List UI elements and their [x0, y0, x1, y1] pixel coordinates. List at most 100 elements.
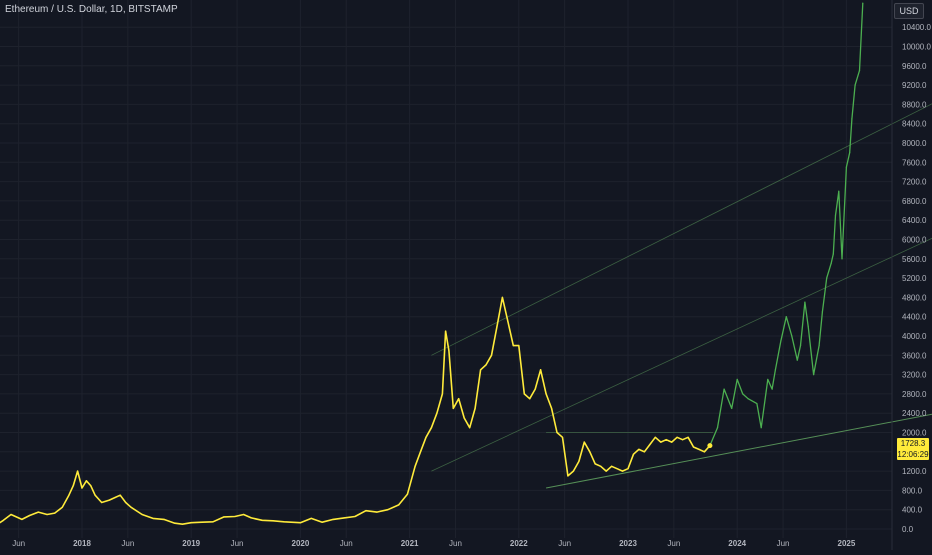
- price-point: [627, 468, 629, 470]
- grid: [0, 0, 892, 538]
- price-point: [589, 451, 591, 453]
- price-point: [436, 412, 438, 414]
- y-tick-label: 7600.0: [902, 158, 927, 167]
- projection-point: [849, 152, 851, 154]
- price-point: [332, 518, 334, 520]
- price-point: [605, 470, 607, 472]
- price-point: [676, 436, 678, 438]
- price-point: [283, 521, 285, 523]
- price-point: [501, 296, 504, 298]
- price-point: [425, 436, 427, 438]
- price-point: [343, 517, 345, 519]
- price-line: [0, 296, 711, 526]
- price-point: [152, 517, 154, 519]
- symbol-title[interactable]: Ethereum / U.S. Dollar, 1D, BITSTAMP: [5, 4, 178, 15]
- price-point: [272, 520, 274, 522]
- price-point: [163, 518, 165, 520]
- x-tick-label: 2022: [510, 539, 528, 548]
- price-axis[interactable]: 0.0400.0800.01200.01600.02000.02400.0280…: [891, 0, 931, 550]
- price-point: [354, 515, 356, 518]
- projection-point: [731, 407, 733, 409]
- price-point: [108, 499, 110, 501]
- y-tick-label: 4400.0: [902, 313, 927, 322]
- y-tick-label: 2000.0: [902, 429, 927, 438]
- y-tick-label: 9200.0: [902, 81, 927, 90]
- x-tick-label: 2021: [401, 539, 419, 548]
- projection-point: [799, 345, 802, 347]
- price-point: [94, 494, 96, 496]
- price-point: [46, 513, 48, 516]
- price-point: [550, 407, 553, 409]
- projection-point: [854, 84, 856, 86]
- price-point: [583, 441, 585, 443]
- x-tick-label: 2025: [838, 539, 856, 548]
- price-point: [660, 441, 662, 443]
- price-point: [561, 436, 564, 438]
- trend-lines[interactable]: [431, 95, 932, 489]
- price-point: [523, 393, 525, 395]
- y-tick-label: 3600.0: [902, 351, 927, 360]
- y-tick-label: 2800.0: [902, 390, 927, 399]
- x-tick-label: 2019: [182, 539, 200, 548]
- x-tick-label: Jun: [667, 539, 680, 548]
- price-point: [485, 364, 487, 366]
- projection-point: [767, 378, 769, 381]
- price-point: [698, 448, 700, 450]
- price-point: [190, 522, 192, 524]
- trend-line-mid-channel[interactable]: [431, 230, 932, 472]
- price-point: [469, 427, 471, 429]
- price-point: [201, 521, 203, 523]
- x-tick-label: 2024: [728, 539, 746, 548]
- projection-point: [736, 378, 738, 381]
- price-point: [28, 514, 31, 517]
- x-tick-label: Jun: [558, 539, 571, 548]
- projection-point: [742, 393, 744, 395]
- price-point: [125, 501, 127, 504]
- x-tick-label: Jun: [12, 539, 25, 548]
- price-point: [250, 517, 252, 519]
- price-point: [365, 510, 367, 512]
- price-point: [611, 465, 613, 467]
- price-point: [665, 439, 667, 441]
- projection-point: [756, 402, 758, 405]
- price-point: [567, 475, 569, 477]
- projection-point: [791, 335, 793, 337]
- price-point: [321, 521, 323, 523]
- projection-point: [818, 345, 820, 347]
- y-tick-label: 3200.0: [902, 371, 927, 380]
- price-point: [234, 515, 236, 518]
- y-tick-label: 7200.0: [902, 178, 927, 187]
- series: [0, 2, 864, 526]
- price-point: [540, 369, 542, 371]
- x-tick-label: Jun: [231, 539, 244, 548]
- price-point: [119, 494, 121, 496]
- x-tick-label: Jun: [777, 539, 790, 548]
- projection-point: [760, 427, 762, 429]
- y-tick-label: 10400.0: [902, 23, 931, 32]
- y-tick-label: 8000.0: [902, 139, 927, 148]
- y-tick-label: 10000.0: [902, 43, 931, 52]
- price-point: [479, 369, 482, 371]
- price-point: [594, 463, 596, 465]
- y-tick-label: 0.0: [902, 525, 914, 534]
- price-point: [692, 446, 695, 448]
- trend-line-upper-channel[interactable]: [431, 95, 932, 356]
- price-point: [458, 398, 460, 400]
- projection-point: [845, 166, 848, 168]
- price-point: [299, 522, 301, 524]
- price-point: [572, 470, 575, 472]
- price-point: [261, 519, 263, 521]
- price-point: [77, 470, 79, 472]
- price-point: [10, 513, 12, 516]
- trend-line-support[interactable]: [546, 411, 932, 489]
- projection-point: [780, 340, 782, 342]
- price-point: [638, 448, 640, 450]
- time-axis[interactable]: Jun 2018 Jun 2019 Jun 2020 Jun 2021 Jun 2022 Jun 20…: [12, 539, 856, 548]
- price-point: [61, 506, 63, 508]
- x-tick-label: 2018: [73, 539, 91, 548]
- price-point: [654, 436, 656, 438]
- currency-button[interactable]: USD: [894, 3, 924, 19]
- projection-point: [821, 311, 823, 313]
